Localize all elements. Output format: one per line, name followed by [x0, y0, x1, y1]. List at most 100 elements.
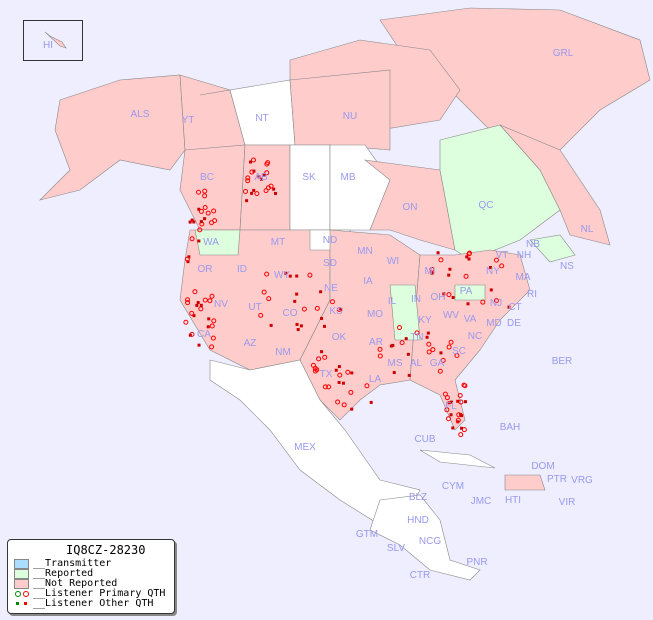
listener-marker	[207, 298, 213, 304]
usa-central	[299, 229, 421, 421]
listener-marker	[262, 173, 266, 177]
listener-marker	[197, 227, 203, 233]
listener-marker	[339, 308, 343, 312]
listener-marker	[261, 289, 267, 295]
wa	[194, 229, 241, 256]
region-label: VRG	[571, 475, 593, 486]
listener-marker	[448, 267, 452, 271]
listener-marker	[243, 188, 249, 194]
listener-marker	[185, 297, 191, 303]
listener-marker	[209, 344, 215, 350]
region-label: ID	[237, 264, 247, 275]
listener-marker	[350, 407, 354, 411]
region-label: CT	[508, 302, 522, 313]
listener-marker	[266, 296, 272, 302]
legend-not-reported: __Not Reported	[14, 579, 117, 589]
listener-marker	[341, 402, 347, 408]
listener-marker	[316, 356, 322, 362]
listener-marker	[322, 354, 328, 360]
region-label: ND	[322, 235, 338, 246]
legend-title: IQ8CZ-28230	[66, 543, 146, 557]
ab	[239, 144, 291, 231]
other-qth-icon	[16, 602, 27, 605]
listener-marker	[442, 391, 448, 397]
listener-marker	[264, 271, 270, 277]
region-label: UT	[248, 302, 262, 313]
listener-marker	[438, 257, 444, 263]
region-label: MI	[424, 266, 436, 277]
region-label: BC	[200, 172, 214, 183]
listener-marker	[245, 175, 251, 181]
region-label: VT	[495, 250, 509, 261]
listener-marker	[284, 271, 288, 275]
listener-marker	[209, 293, 215, 299]
region-label: IN	[411, 294, 421, 305]
region-label: QC	[478, 200, 494, 211]
listener-markers	[183, 157, 511, 438]
listener-marker	[245, 199, 249, 203]
hawaii	[44, 31, 67, 49]
listener-marker	[489, 288, 493, 292]
region-label: FL	[445, 401, 457, 412]
listener-marker	[444, 407, 450, 413]
labrador-nl	[499, 124, 611, 246]
listener-marker	[436, 251, 440, 255]
listener-marker	[456, 412, 462, 418]
listener-marker	[295, 274, 299, 278]
listener-marker	[310, 362, 316, 368]
region-label: NT	[255, 113, 269, 124]
listener-marker	[499, 263, 505, 269]
listener-marker	[211, 208, 217, 214]
listener-marker	[456, 399, 460, 403]
listener-marker	[202, 193, 208, 199]
listener-marker	[269, 323, 273, 327]
listener-marker	[322, 324, 326, 328]
listener-marker	[364, 383, 370, 389]
listener-marker	[449, 400, 453, 404]
region-label: MS	[387, 358, 403, 369]
region-label: NS	[560, 261, 574, 272]
listener-marker	[189, 236, 195, 242]
listener-marker	[404, 337, 408, 341]
listener-marker	[467, 257, 471, 261]
listener-marker	[460, 426, 464, 430]
listener-marker	[455, 417, 461, 423]
listener-marker	[211, 318, 217, 324]
hispaniola	[504, 474, 546, 491]
region-label: SC	[452, 346, 466, 357]
region-label: CA	[197, 329, 211, 340]
region-label: IL	[387, 296, 397, 307]
listener-marker	[369, 400, 373, 404]
listener-marker	[202, 188, 208, 194]
listener-marker	[322, 384, 328, 390]
region-label: ALS	[130, 109, 150, 120]
listener-marker	[293, 299, 297, 303]
region-label: JMC	[470, 496, 492, 507]
listener-marker	[430, 347, 436, 353]
listener-marker	[184, 256, 190, 262]
listener-marker	[320, 316, 324, 320]
region-label: PTR	[547, 474, 567, 485]
listener-marker	[189, 310, 195, 316]
listener-marker	[341, 381, 345, 385]
listener-marker	[337, 372, 343, 378]
listener-marker	[392, 371, 396, 375]
listener-marker	[447, 401, 451, 405]
listener-marker	[197, 207, 201, 211]
region-label: NH	[516, 250, 532, 261]
listener-marker	[185, 300, 191, 306]
listener-marker	[295, 322, 299, 326]
listener-marker	[391, 343, 395, 347]
listener-marker	[301, 306, 307, 312]
transmitter-swatch	[14, 559, 29, 569]
listener-marker	[507, 305, 511, 309]
listener-marker	[314, 367, 320, 373]
listener-marker	[458, 432, 464, 438]
region-label: OR	[197, 264, 213, 275]
region-label: WY	[273, 270, 291, 281]
central-america	[369, 494, 481, 581]
listener-marker	[251, 157, 257, 163]
region-label: MD	[486, 318, 502, 329]
listener-marker	[257, 175, 261, 179]
